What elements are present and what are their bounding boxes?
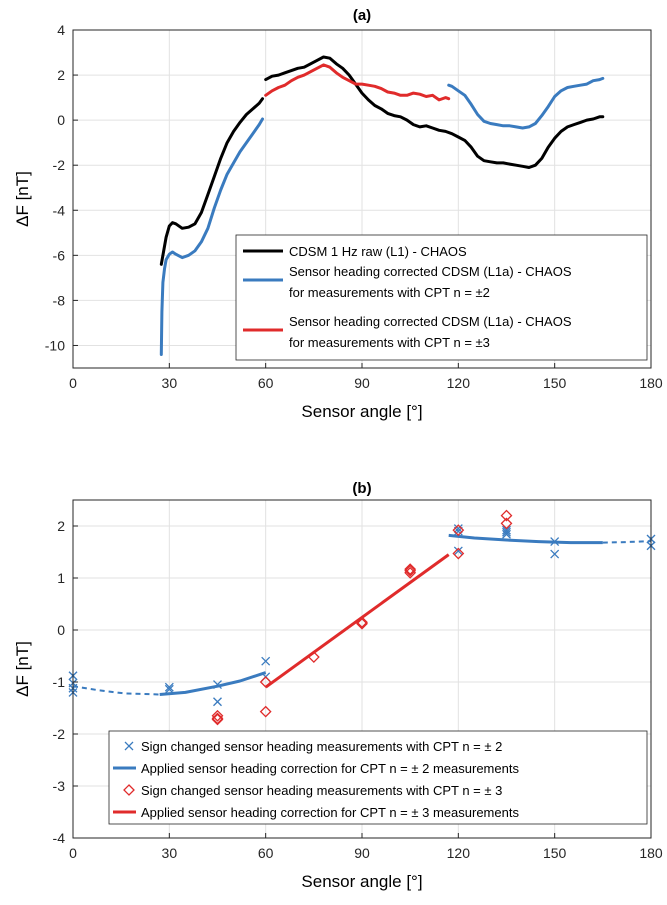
series-1-line-segment-1 xyxy=(447,76,605,130)
x-tick-label: 120 xyxy=(447,375,471,391)
x-tick-label: 30 xyxy=(162,375,178,391)
panel-b-legend-box xyxy=(108,730,648,825)
fit-line-1-solid-1 xyxy=(448,533,603,545)
legend-b-swatch-cpt3-markers xyxy=(123,784,135,796)
panel-b: 0 30 60 90 120 150 180 2 1 0 -1 -2 -3 -4 (b) Sensor a… xyxy=(13,480,663,891)
panel-b-ylabel: ΔF [nT] xyxy=(13,641,32,697)
marker-diamond-point xyxy=(500,509,513,522)
legend-a-label-cpt3-line1: Sensor heading corrected CDSM (L1a) - CH… xyxy=(289,314,572,329)
y-tick-label: 2 xyxy=(57,67,65,83)
y-tick-label: 0 xyxy=(57,622,65,638)
y-tick-label: -6 xyxy=(53,247,66,263)
fit-line-1-solid-0 xyxy=(159,671,267,696)
fit-line-3-solid-0 xyxy=(264,553,450,689)
series-2-line-segment-0 xyxy=(264,63,451,102)
y-tick-label: 1 xyxy=(57,570,65,586)
marker-x-point xyxy=(453,546,463,556)
marker-diamond-point xyxy=(500,517,513,530)
x-tick-label: 120 xyxy=(447,845,471,861)
marker-x-point xyxy=(261,656,271,666)
legend-a-label-cpt2-line2: for measurements with CPT n = ±2 xyxy=(289,285,490,300)
x-tick-label: 0 xyxy=(69,845,77,861)
marker-x-point xyxy=(550,549,560,559)
y-tick-label: -4 xyxy=(53,202,66,218)
legend-a-label-raw: CDSM 1 Hz raw (L1) - CHAOS xyxy=(289,244,467,259)
fit-line-1-dashed-1 xyxy=(602,540,652,544)
panel-b-series xyxy=(68,509,656,726)
marker-diamond-point xyxy=(356,617,368,630)
x-tick-label: 0 xyxy=(69,375,77,391)
legend-b-label-cpt3-line: Applied sensor heading correction for CP… xyxy=(141,805,519,820)
x-tick-label: 30 xyxy=(162,845,178,861)
y-tick-label: 2 xyxy=(57,518,65,534)
x-tick-label: 90 xyxy=(354,375,370,391)
panel-a-xlabel: Sensor angle [°] xyxy=(301,402,422,421)
panel-a-ylabel: ΔF [nT] xyxy=(13,171,32,227)
panel-a-legend: CDSM 1 Hz raw (L1) - CHAOS Sensor headin… xyxy=(235,234,648,361)
panel-a-ticks: 0 30 60 90 120 150 180 4 2 0 -2 -4 -6 -8 -10 xyxy=(45,22,663,391)
legend-b-label-cpt2-line: Applied sensor heading correction for CP… xyxy=(141,761,519,776)
marker-diamond-point xyxy=(211,712,224,725)
legend-a-label-cpt2-line1: Sensor heading corrected CDSM (L1a) - CH… xyxy=(289,264,572,279)
marker-diamond-point xyxy=(452,524,465,537)
marker-diamond-point xyxy=(404,564,417,577)
panel-a: 0 30 60 90 120 150 180 4 2 0 -2 -4 -6 -8 -10 (a) Senso… xyxy=(13,7,663,421)
y-tick-label: -1 xyxy=(53,674,66,690)
panel-b-legend: Sign changed sensor heading measurements… xyxy=(108,730,648,825)
marker-x-point xyxy=(502,527,511,537)
panel-b-xlabel: Sensor angle [°] xyxy=(301,872,422,891)
marker-diamond-point xyxy=(211,709,224,722)
marker-x-point xyxy=(502,525,511,535)
y-tick-label: -4 xyxy=(53,830,66,846)
panel-a-title: (a) xyxy=(353,7,371,24)
x-tick-label: 150 xyxy=(543,845,567,861)
legend-b-label-cpt2-markers: Sign changed sensor heading measurements… xyxy=(141,739,502,754)
y-tick-label: -3 xyxy=(53,778,66,794)
marker-x-point xyxy=(453,524,463,534)
panel-b-title: (b) xyxy=(352,480,371,497)
y-tick-label: -2 xyxy=(53,726,66,742)
marker-x-point xyxy=(164,684,174,694)
legend-b-label-cpt3-markers: Sign changed sensor heading measurements… xyxy=(141,783,502,798)
fit-line-1-dashed-0 xyxy=(72,685,160,696)
x-tick-label: 180 xyxy=(639,375,663,391)
marker-x-point xyxy=(213,697,222,707)
legend-b-swatch-cpt2-markers xyxy=(124,741,134,751)
series-0-line-segment-0 xyxy=(159,97,264,266)
y-tick-label: -8 xyxy=(53,292,66,308)
x-tick-label: 60 xyxy=(258,845,274,861)
series-0-line-segment-1 xyxy=(264,55,605,169)
legend-a-label-cpt3-line2: for measurements with CPT n = ±3 xyxy=(289,335,490,350)
y-tick-label: -10 xyxy=(45,337,65,353)
marker-x-point xyxy=(502,529,511,539)
y-tick-label: 4 xyxy=(57,22,65,38)
marker-diamond-point xyxy=(259,705,272,718)
y-tick-label: -2 xyxy=(53,157,66,173)
x-tick-label: 60 xyxy=(258,375,274,391)
x-tick-label: 90 xyxy=(354,845,370,861)
panel-b-ticks: 0 30 60 90 120 150 180 2 1 0 -1 -2 -3 -4 xyxy=(53,518,663,861)
panel-a-legend-box xyxy=(235,234,648,361)
x-tick-label: 180 xyxy=(639,845,663,861)
series-1-line-segment-0 xyxy=(159,117,264,356)
marker-x-point xyxy=(164,682,174,692)
marker-diamond-point xyxy=(211,713,224,726)
marker-diamond-point xyxy=(452,547,465,560)
y-tick-label: 0 xyxy=(57,112,65,128)
x-tick-label: 150 xyxy=(543,375,567,391)
marker-diamond-point xyxy=(404,563,417,576)
panel-a-series xyxy=(159,55,605,356)
